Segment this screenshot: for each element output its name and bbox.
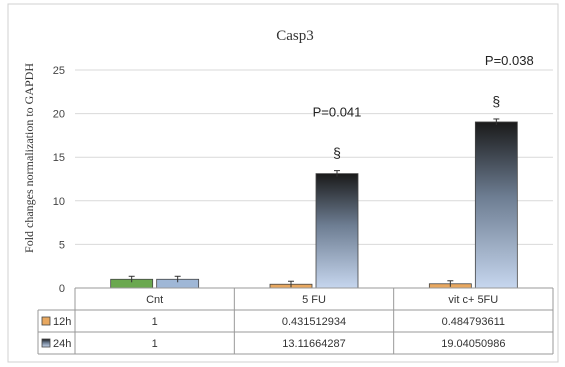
y-tick-label: 20 xyxy=(53,109,65,121)
chart-border xyxy=(7,3,559,363)
y-tick-label: 15 xyxy=(53,152,65,164)
p-value-label: P=0.041 xyxy=(313,105,362,120)
data-table: Cnt 5 FU vit c+ 5FU 12h 1 0.431512934 0.484793… xyxy=(37,287,554,355)
legend-swatch-12h xyxy=(41,316,51,326)
table-cell: 1 xyxy=(152,316,158,328)
category-label: vit c+ 5FU xyxy=(448,294,498,306)
bar-24h xyxy=(474,121,518,289)
table-cell: 0.484793611 xyxy=(442,316,505,328)
table-cell: 19.04050986 xyxy=(441,338,505,350)
legend-label-24h: 24h xyxy=(53,338,71,350)
annotations: P=0.041 § P=0.038 § xyxy=(313,53,534,161)
chart-title: Casp3 xyxy=(276,28,314,44)
legend-label-12h: 12h xyxy=(53,316,71,328)
y-axis-label: Fold changes normalization to GAPDH xyxy=(22,63,36,253)
y-tick-labels: 0 5 10 15 20 25 xyxy=(53,65,65,295)
significance-marker: § xyxy=(492,93,500,109)
y-tick-label: 5 xyxy=(59,239,65,251)
table-cell: 13.11664287 xyxy=(282,338,345,350)
y-tick-label: 10 xyxy=(53,196,65,208)
category-label: Cnt xyxy=(146,294,163,306)
p-value-label: P=0.038 xyxy=(485,53,534,68)
legend-swatch-24h xyxy=(41,338,51,348)
y-tick-label: 25 xyxy=(53,65,65,77)
bar-24h xyxy=(315,173,359,289)
category-label: 5 FU xyxy=(302,294,326,306)
table-cell: 1 xyxy=(152,338,158,350)
y-tick-label: 0 xyxy=(59,283,65,295)
table-cell: 0.431512934 xyxy=(282,316,346,328)
significance-marker: § xyxy=(333,145,341,161)
